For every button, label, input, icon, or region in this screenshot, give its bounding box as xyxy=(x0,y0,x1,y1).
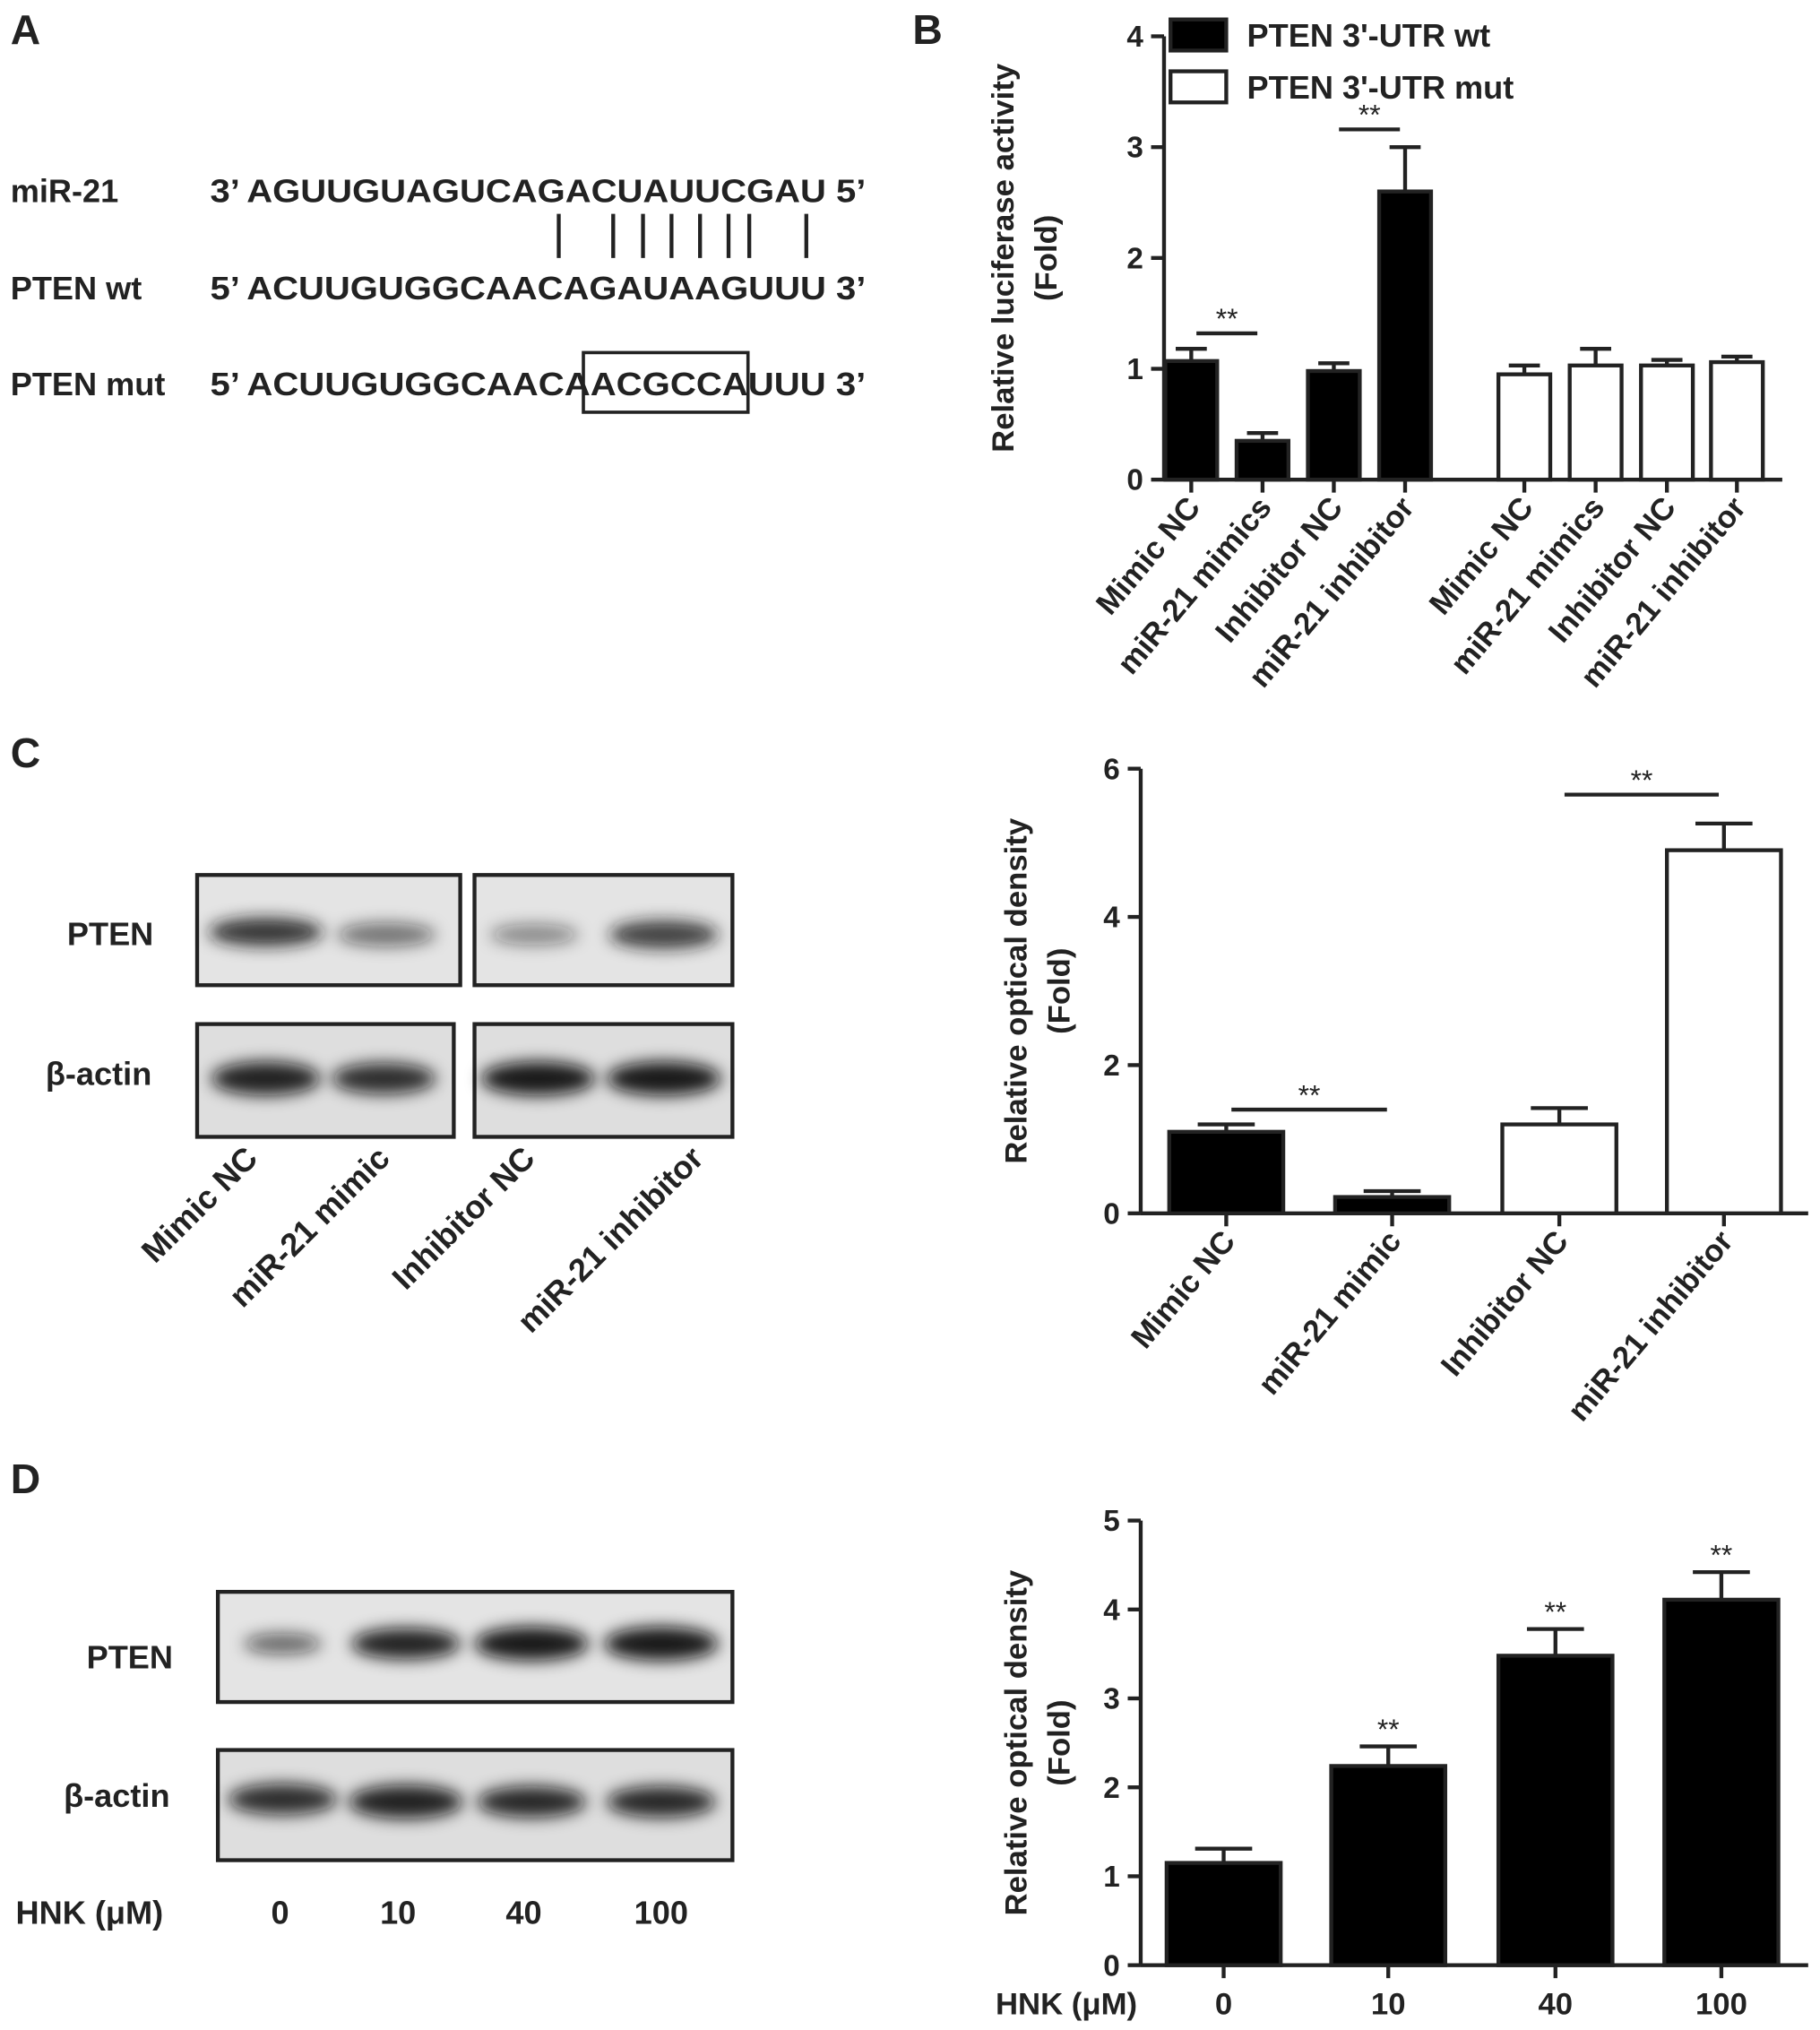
bar xyxy=(1164,1861,1283,1967)
annotation: ** xyxy=(1544,1595,1566,1628)
legend-swatch xyxy=(1169,17,1229,53)
significance-label: ** xyxy=(1359,99,1381,131)
x-axis-label: HNK (μM) xyxy=(996,1988,1137,2022)
blot-lane-label: 0 xyxy=(272,1894,289,1931)
y-tick-label: 2 xyxy=(1103,1050,1119,1083)
y-axis-label: (Fold) xyxy=(1030,215,1064,301)
y-tick-label: 0 xyxy=(1103,1949,1119,1982)
bar xyxy=(1665,848,1783,1215)
bar xyxy=(1376,189,1434,482)
y-tick-label: 2 xyxy=(1103,1772,1119,1805)
bar xyxy=(1234,438,1291,482)
y-axis-label: Relative optical density xyxy=(1000,817,1034,1163)
sequence: 5’ ACUUGUGGCAACAACGCCAUUU 3’ xyxy=(210,366,866,402)
bar xyxy=(1496,372,1553,482)
blot-c xyxy=(194,873,735,1139)
bar xyxy=(1329,1764,1448,1967)
x-tick-label: miR-21 mimic xyxy=(1252,1224,1408,1401)
y-tick-label: 4 xyxy=(1103,1594,1120,1627)
x-tick-label: 10 xyxy=(1371,1988,1406,2022)
y-axis-label: Relative luciferase activity xyxy=(987,63,1021,453)
pairing-lines xyxy=(556,213,808,258)
blot-lane-label: Inhibitor NC xyxy=(384,1139,541,1296)
y-axis-label: (Fold) xyxy=(1042,948,1076,1034)
y-tick-label: 5 xyxy=(1103,1505,1119,1538)
legend-label: PTEN 3'-UTR mut xyxy=(1247,69,1514,106)
blot-row-label: β-actin xyxy=(46,1056,151,1093)
legend-swatch xyxy=(1169,69,1229,105)
y-axis-label: Relative optical density xyxy=(1000,1569,1034,1915)
x-tick-label: 100 xyxy=(1695,1988,1747,2022)
sequence: 3’ AGUUGUAGUCAGACUAUUCGAU 5’ xyxy=(210,173,866,210)
blot-lane-label: 10 xyxy=(380,1894,416,1931)
bar xyxy=(1500,1122,1618,1215)
seq-label: miR-21 xyxy=(11,173,119,210)
y-tick-label: 0 xyxy=(1103,1197,1119,1231)
y-axis-label: (Fold) xyxy=(1042,1699,1076,1785)
panel-label: A xyxy=(11,6,40,53)
blot-d xyxy=(215,1589,735,1862)
annotation: ** xyxy=(1711,1538,1733,1570)
legend-label: PTEN 3'-UTR wt xyxy=(1247,17,1491,54)
bar xyxy=(1496,1654,1615,1967)
x-tick-label: 0 xyxy=(1215,1988,1232,2022)
y-tick-label: 1 xyxy=(1103,1861,1119,1894)
sequence: 5’ ACUUGUGGCAACAGAUAAGUUU 3’ xyxy=(210,270,866,307)
panel-label: D xyxy=(11,1456,40,1502)
x-tick-label: Mimic NC xyxy=(1125,1224,1242,1355)
y-tick-label: 6 xyxy=(1103,753,1119,786)
blot-lane-label: 100 xyxy=(634,1894,688,1931)
blot-row-label: β-actin xyxy=(64,1777,169,1814)
y-tick-label: 0 xyxy=(1126,464,1143,497)
panel-label: B xyxy=(912,6,942,53)
blot-lane-title: HNK (μM) xyxy=(16,1894,164,1931)
y-tick-label: 4 xyxy=(1126,21,1143,54)
bar xyxy=(1306,368,1362,482)
bar xyxy=(1639,363,1695,482)
bar xyxy=(1167,1129,1286,1215)
significance-label: ** xyxy=(1216,302,1238,334)
seq-label: PTEN wt xyxy=(11,270,142,307)
mutation-box xyxy=(582,350,750,414)
blot-row-label: PTEN xyxy=(67,915,153,952)
bar xyxy=(1333,1195,1452,1215)
x-tick-label: Inhibitor NC xyxy=(1435,1224,1575,1383)
bar xyxy=(1567,363,1624,482)
blot-lane-label: Mimic NC xyxy=(134,1139,264,1269)
y-tick-label: 4 xyxy=(1103,902,1120,935)
seq-label: PTEN mut xyxy=(11,366,166,402)
y-tick-label: 3 xyxy=(1103,1683,1119,1716)
blot-row-label: PTEN xyxy=(87,1638,173,1675)
significance-label: ** xyxy=(1631,764,1653,796)
annotation: ** xyxy=(1377,1713,1400,1745)
y-tick-label: 1 xyxy=(1126,353,1143,386)
blot-lane-label: 40 xyxy=(505,1894,541,1931)
bar xyxy=(1662,1597,1781,1967)
significance-label: ** xyxy=(1298,1078,1321,1110)
x-tick-label: 40 xyxy=(1538,1988,1573,2022)
blot-lane-label: miR-21 inhibitor xyxy=(510,1139,711,1340)
y-tick-label: 2 xyxy=(1126,242,1143,275)
panel-label: C xyxy=(11,730,40,776)
bar xyxy=(1709,359,1765,482)
x-tick-label: miR-21 inhibitor xyxy=(1562,1224,1740,1428)
y-tick-label: 3 xyxy=(1126,132,1143,165)
bar xyxy=(1163,358,1220,482)
